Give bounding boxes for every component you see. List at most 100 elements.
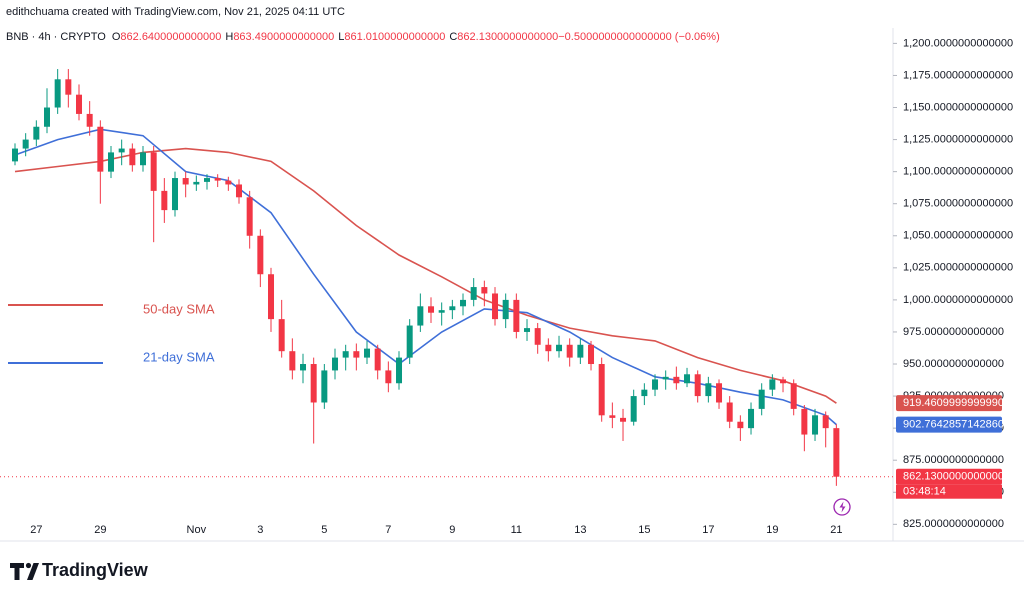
candle-body xyxy=(236,184,243,198)
candle-body xyxy=(385,370,392,384)
candle-body xyxy=(86,113,93,127)
candle-body xyxy=(225,180,232,185)
candle-body xyxy=(780,379,787,384)
candle-body xyxy=(630,396,637,422)
candle-body xyxy=(161,190,168,211)
candle-body xyxy=(182,178,189,185)
candle-body xyxy=(353,351,360,358)
candle-body xyxy=(44,107,51,127)
y-tick-label: 1,125.0000000000000 xyxy=(903,133,1013,145)
candle-body xyxy=(108,152,115,172)
candle-body xyxy=(204,178,211,182)
quote-header: BNB · 4h · CRYPTO O862.6400000000000 H863.… xyxy=(6,31,720,43)
x-tick-label: 13 xyxy=(574,524,586,536)
quote-value: −0.5000000000000000 (−0.06%) xyxy=(558,31,719,43)
candle-body xyxy=(470,287,477,300)
y-tick-label: 1,075.0000000000000 xyxy=(903,198,1013,210)
candle-body xyxy=(822,415,829,429)
quote-key: L xyxy=(338,31,344,43)
candle-body xyxy=(588,344,595,365)
sma-line xyxy=(14,147,837,404)
candle-body xyxy=(449,306,456,311)
candle-body xyxy=(726,402,733,422)
candle-body xyxy=(321,370,328,403)
candle-body xyxy=(300,364,307,371)
attribution: edithchuama created with TradingView.com… xyxy=(6,6,345,18)
candle-body xyxy=(652,379,659,390)
quote-value: 863.4900000000000 xyxy=(233,31,334,43)
legend-label: 21-day SMA xyxy=(143,349,215,364)
candle-body xyxy=(460,299,467,307)
countdown-box xyxy=(896,484,1002,499)
candle-body xyxy=(193,181,200,185)
brand-logo xyxy=(10,562,39,580)
x-tick-label: 29 xyxy=(94,524,106,536)
quote-key: C xyxy=(449,31,457,43)
x-tick-label: 27 xyxy=(30,524,42,536)
candle-body xyxy=(705,383,712,397)
candle-body xyxy=(278,319,285,352)
quote-value: 862.6400000000000 xyxy=(120,31,221,43)
x-tick-label: 11 xyxy=(511,524,522,536)
y-tick-label: 825.0000000000000 xyxy=(903,518,1004,530)
legend-label: 50-day SMA xyxy=(143,301,215,316)
sma-price-tag-label: 902.7642857142860 xyxy=(903,419,1004,431)
candle-body xyxy=(748,408,755,429)
y-tick-label: 975.0000000000000 xyxy=(903,326,1004,338)
y-tick-label: 875.0000000000000 xyxy=(903,454,1004,466)
x-tick-label: 21 xyxy=(830,524,842,536)
candle-body xyxy=(140,152,147,166)
candle-body xyxy=(758,389,765,409)
countdown: 03:48:14 xyxy=(903,486,946,498)
candle-body xyxy=(332,357,339,371)
candle-body xyxy=(268,274,275,320)
x-tick-label: 17 xyxy=(702,524,714,536)
candle-body xyxy=(76,94,83,114)
y-tick-label: 1,025.0000000000000 xyxy=(903,262,1013,274)
candle-body xyxy=(257,235,264,275)
candle-body xyxy=(65,79,72,95)
candle-body xyxy=(12,148,18,162)
candle-body xyxy=(54,79,61,108)
x-tick-label: 7 xyxy=(385,524,391,536)
quote-value: 862.1300000000000 xyxy=(457,31,558,43)
sma-line xyxy=(14,128,837,426)
candle-body xyxy=(150,152,157,191)
sma-price-tag xyxy=(896,395,1002,412)
x-tick-label: 15 xyxy=(638,524,650,536)
candle-body xyxy=(492,293,499,320)
candle-body xyxy=(118,148,125,153)
alert-icon xyxy=(833,498,851,516)
candle-body xyxy=(97,126,104,172)
candle-body xyxy=(246,197,253,236)
candle-body xyxy=(342,351,349,358)
y-tick-label: 1,100.0000000000000 xyxy=(903,166,1013,178)
candle-body xyxy=(662,376,669,380)
candle-body xyxy=(22,139,29,149)
candle-body xyxy=(812,415,819,435)
candle-body xyxy=(172,178,179,211)
quote-key: O xyxy=(112,31,121,43)
candle-body xyxy=(556,344,563,352)
candle-body xyxy=(673,376,680,384)
candle-body xyxy=(524,328,531,332)
x-tick-label: Nov xyxy=(187,524,207,536)
candle-body xyxy=(214,178,221,181)
candle-body xyxy=(545,344,552,352)
candle-body xyxy=(33,126,40,140)
candle-body xyxy=(684,374,691,384)
candle-body xyxy=(364,348,371,358)
candle-body xyxy=(438,310,445,313)
y-tick-label: 1,150.0000000000000 xyxy=(903,101,1013,113)
candle-body xyxy=(577,344,584,358)
candle-body xyxy=(289,351,296,371)
candle-body xyxy=(716,383,723,403)
candle-body xyxy=(737,421,744,429)
candle-body xyxy=(833,428,840,477)
candle-body xyxy=(396,357,403,384)
candle-body xyxy=(374,348,381,371)
quote-key: H xyxy=(225,31,233,43)
candle-body xyxy=(428,306,435,313)
y-tick-label: 1,000.0000000000000 xyxy=(903,294,1013,306)
